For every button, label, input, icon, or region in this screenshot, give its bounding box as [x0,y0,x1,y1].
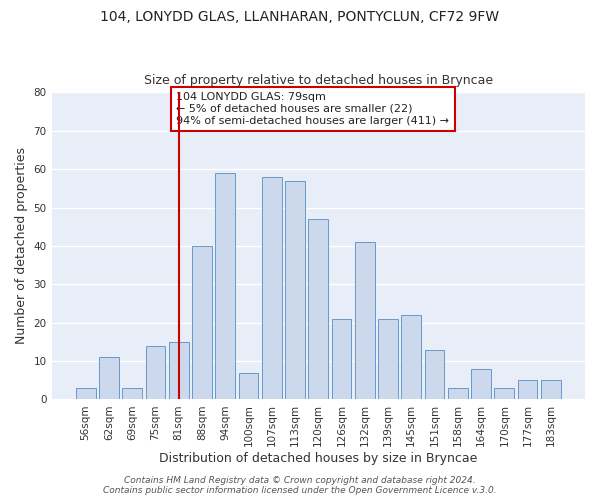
Bar [122,388,142,400]
Y-axis label: Number of detached properties: Number of detached properties [15,148,28,344]
X-axis label: Distribution of detached houses by size in Bryncae: Distribution of detached houses by size … [159,452,478,465]
Bar [262,177,281,400]
Bar [239,372,259,400]
Bar [378,319,398,400]
Text: Contains HM Land Registry data © Crown copyright and database right 2024.
Contai: Contains HM Land Registry data © Crown c… [103,476,497,495]
Bar [401,315,421,400]
Bar [146,346,166,400]
Title: Size of property relative to detached houses in Bryncae: Size of property relative to detached ho… [144,74,493,87]
Bar [169,342,188,400]
Bar [215,173,235,400]
Bar [518,380,538,400]
Bar [192,246,212,400]
Bar [355,242,374,400]
Text: 104 LONYDD GLAS: 79sqm
← 5% of detached houses are smaller (22)
94% of semi-deta: 104 LONYDD GLAS: 79sqm ← 5% of detached … [176,92,449,126]
Bar [76,388,95,400]
Bar [332,319,352,400]
Bar [541,380,561,400]
Bar [308,219,328,400]
Text: 104, LONYDD GLAS, LLANHARAN, PONTYCLUN, CF72 9FW: 104, LONYDD GLAS, LLANHARAN, PONTYCLUN, … [100,10,500,24]
Bar [471,368,491,400]
Bar [285,180,305,400]
Bar [494,388,514,400]
Bar [425,350,445,400]
Bar [448,388,468,400]
Bar [99,357,119,400]
